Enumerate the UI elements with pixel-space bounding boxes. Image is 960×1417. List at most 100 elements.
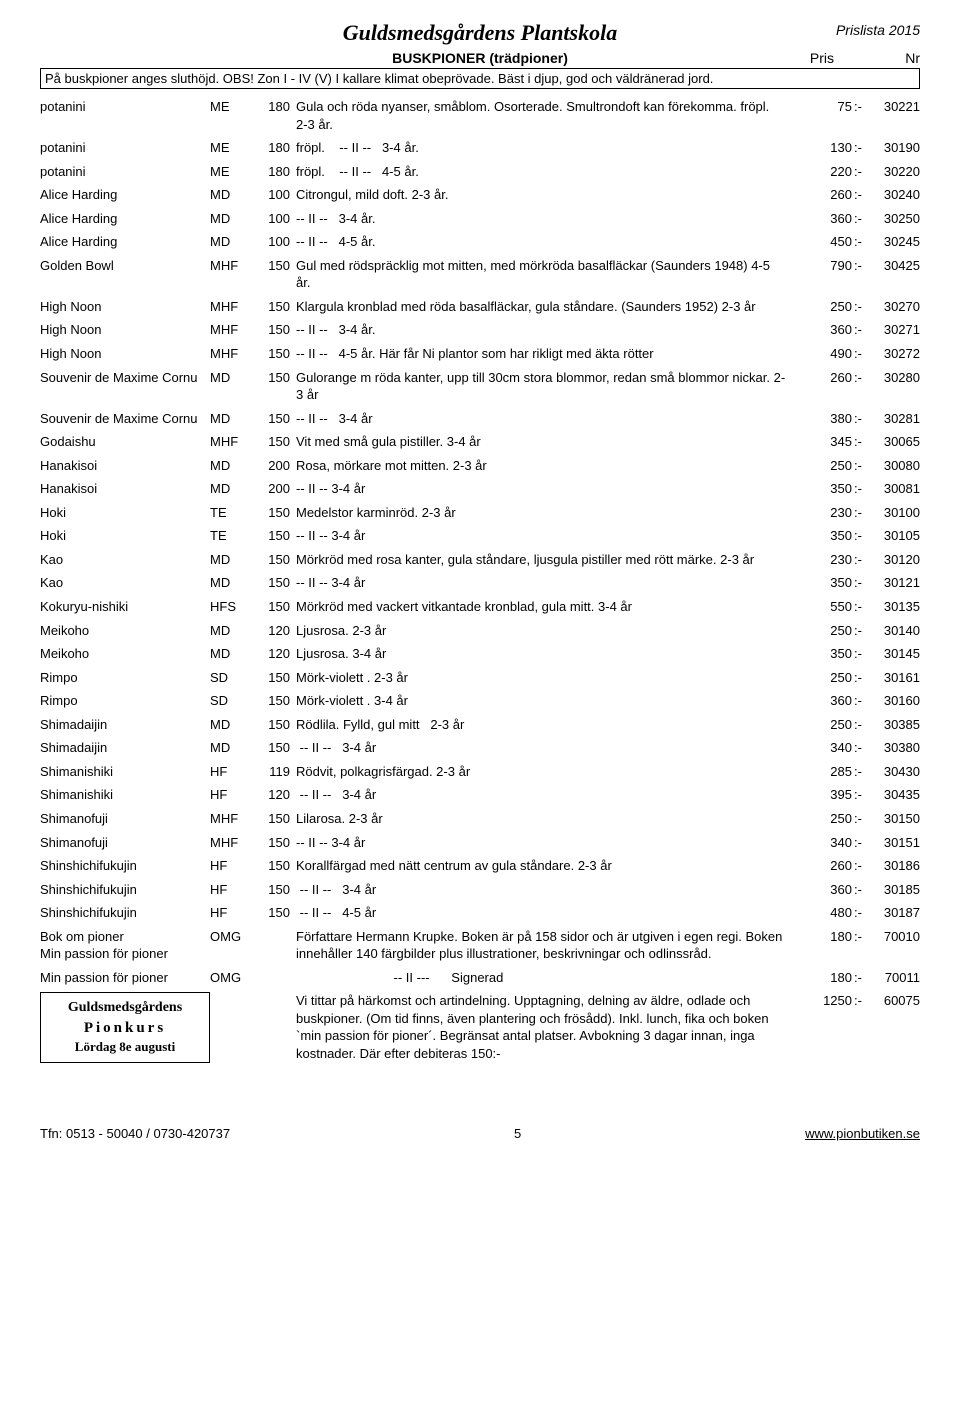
description: Gul med rödspräcklig mot mitten, med mör… — [296, 257, 796, 292]
height: 150 — [254, 527, 296, 545]
code: ME — [210, 163, 254, 181]
description: -- II -- 4-5 år. — [296, 233, 796, 251]
height: 119 — [254, 763, 296, 781]
table-row: Min passion för pionerOMG -- II --- Sign… — [40, 966, 920, 990]
price: 180 — [796, 928, 852, 946]
plant-name: High Noon — [40, 298, 210, 316]
item-nr: 30186 — [868, 857, 920, 875]
table-row: ShimadaijinMD150Rödlila. Fylld, gul mitt… — [40, 713, 920, 737]
price: 550 — [796, 598, 852, 616]
price: 350 — [796, 480, 852, 498]
plant-name: Alice Harding — [40, 186, 210, 204]
description: Korallfärgad med nätt centrum av gula st… — [296, 857, 796, 875]
plant-name: Meikoho — [40, 622, 210, 640]
description: -- II -- 4-5 år. Här får Ni plantor som … — [296, 345, 796, 363]
price: 260 — [796, 186, 852, 204]
height: 150 — [254, 739, 296, 757]
course-row: Guldsmedsgårdens Pionkurs Lördag 8e augu… — [40, 989, 920, 1066]
table-row: ShimadaijinMD150 -- II -- 3-4 år340:-303… — [40, 736, 920, 760]
price: 260 — [796, 369, 852, 387]
table-row: RimpoSD150Mörk-violett . 2-3 år250:-3016… — [40, 666, 920, 690]
table-row: ShinshichifukujinHF150 -- II -- 3-4 år36… — [40, 878, 920, 902]
footer: Tfn: 0513 - 50040 / 0730-420737 5 www.pi… — [40, 1126, 920, 1141]
table-row: Golden BowlMHF150Gul med rödspräcklig mo… — [40, 254, 920, 295]
item-nr: 30430 — [868, 763, 920, 781]
description: Mörkröd med vackert vitkantade kronblad,… — [296, 598, 796, 616]
description: Ljusrosa. 3-4 år — [296, 645, 796, 663]
company-title: Guldsmedsgårdens Plantskola — [343, 20, 617, 45]
height: 150 — [254, 504, 296, 522]
plant-name: Souvenir de Maxime Cornu — [40, 369, 210, 387]
price: 285 — [796, 763, 852, 781]
item-nr: 30280 — [868, 369, 920, 387]
table-row: ShimanofujiMHF150Lilarosa. 2-3 år250:-30… — [40, 807, 920, 831]
price-currency: :- — [852, 622, 868, 640]
table-row: KaoMD150Mörkröd med rosa kanter, gula st… — [40, 548, 920, 572]
plant-name: Shimanofuji — [40, 810, 210, 828]
price-currency: :- — [852, 881, 868, 899]
pricelist-year: Prislista 2015 — [836, 22, 920, 38]
price: 250 — [796, 622, 852, 640]
code: OMG — [210, 969, 254, 987]
height: 100 — [254, 186, 296, 204]
description: -- II -- 3-4 år — [296, 739, 796, 757]
description: -- II -- 3-4 år — [296, 527, 796, 545]
height: 150 — [254, 716, 296, 734]
price: 790 — [796, 257, 852, 275]
code: MHF — [210, 810, 254, 828]
item-nr: 30221 — [868, 98, 920, 116]
code: MHF — [210, 298, 254, 316]
item-nr: 30220 — [868, 163, 920, 181]
price-currency: :- — [852, 321, 868, 339]
plant-name: potanini — [40, 163, 210, 181]
price-currency: :- — [852, 969, 868, 987]
price-currency: :- — [852, 233, 868, 251]
price: 360 — [796, 881, 852, 899]
page: Guldsmedsgårdens Plantskola Prislista 20… — [0, 0, 960, 1181]
table-row: Alice HardingMD100-- II -- 4-5 år.450:-3… — [40, 230, 920, 254]
plant-name: Hanakisoi — [40, 457, 210, 475]
section-title: BUSKPIONER (trädpioner) — [392, 50, 568, 66]
plant-name: Hoki — [40, 504, 210, 522]
item-nr: 30385 — [868, 716, 920, 734]
footer-url[interactable]: www.pionbutiken.se — [805, 1126, 920, 1141]
height: 150 — [254, 369, 296, 387]
price: 180 — [796, 969, 852, 987]
table-row: RimpoSD150Mörk-violett . 3-4 år360:-3016… — [40, 689, 920, 713]
height: 120 — [254, 786, 296, 804]
plant-name: Shinshichifukujin — [40, 904, 210, 922]
table-row: KaoMD150-- II -- 3-4 år350:-30121 — [40, 571, 920, 595]
price: 395 — [796, 786, 852, 804]
height: 150 — [254, 257, 296, 275]
table-row: potaniniME180fröpl. -- II -- 3-4 år.130:… — [40, 136, 920, 160]
height: 200 — [254, 457, 296, 475]
header: Guldsmedsgårdens Plantskola Prislista 20… — [40, 20, 920, 46]
item-nr: 30135 — [868, 598, 920, 616]
description: Mörk-violett . 3-4 år — [296, 692, 796, 710]
course-line3: Lördag 8e augusti — [51, 1038, 199, 1056]
item-nr: 30185 — [868, 881, 920, 899]
item-nr: 30435 — [868, 786, 920, 804]
height: 150 — [254, 834, 296, 852]
description: -- II -- 3-4 år — [296, 410, 796, 428]
item-nr: 30160 — [868, 692, 920, 710]
table-row: potaniniME180fröpl. -- II -- 4-5 år.220:… — [40, 160, 920, 184]
course-description: Vi tittar på härkomst och artindelning. … — [296, 992, 796, 1062]
price-currency: :- — [852, 669, 868, 687]
plant-name: Kao — [40, 574, 210, 592]
item-nr: 30190 — [868, 139, 920, 157]
code: HF — [210, 904, 254, 922]
code: HF — [210, 763, 254, 781]
code: MHF — [210, 257, 254, 275]
code: OMG — [210, 928, 254, 946]
item-nr: 30145 — [868, 645, 920, 663]
height: 150 — [254, 857, 296, 875]
price-currency: :- — [852, 739, 868, 757]
table-row: MeikohoMD120Ljusrosa. 3-4 år350:-30145 — [40, 642, 920, 666]
height: 150 — [254, 410, 296, 428]
description: -- II -- 3-4 år. — [296, 210, 796, 228]
plant-name: Kokuryu-nishiki — [40, 598, 210, 616]
code: SD — [210, 692, 254, 710]
code: MHF — [210, 321, 254, 339]
price: 75 — [796, 98, 852, 116]
